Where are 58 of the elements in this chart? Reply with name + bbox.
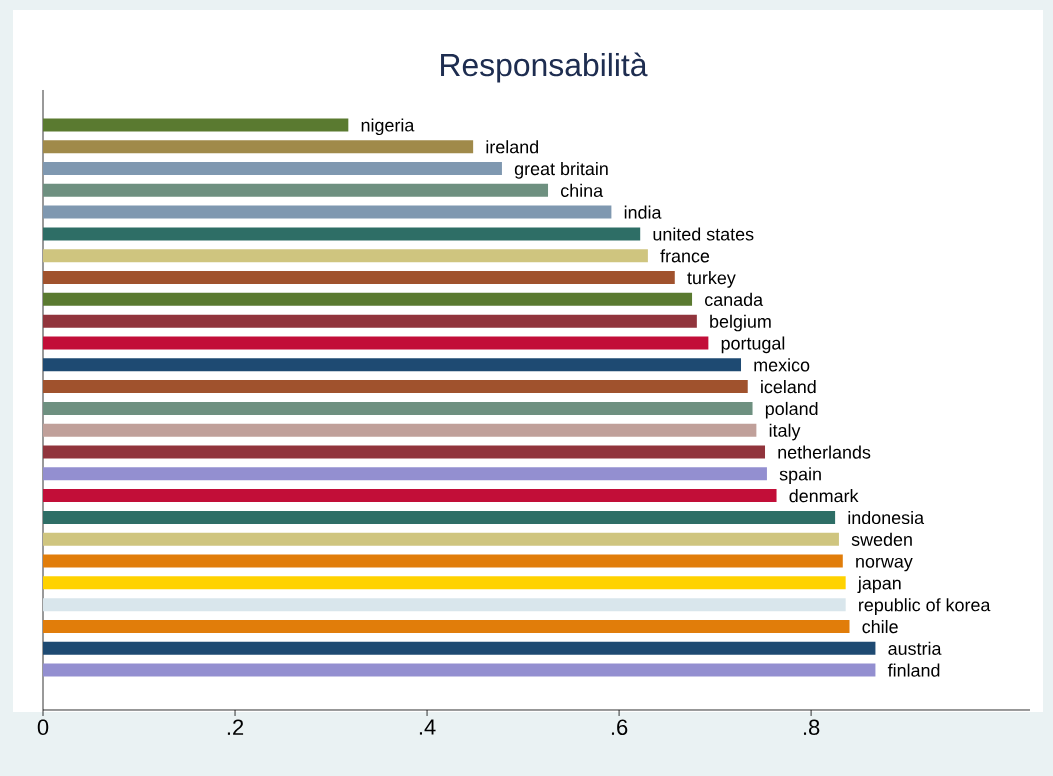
y-tick-label: chile [862, 619, 898, 634]
bar [43, 358, 742, 372]
bar [43, 663, 876, 677]
y-tick-label: indonesia [848, 510, 925, 525]
y-tick-label: iceland [761, 380, 816, 394]
bar [43, 118, 349, 132]
y-tick-label: republic of korea [859, 598, 991, 615]
y-tick-label: netherlands [778, 445, 871, 459]
y-tick-label: china [561, 183, 604, 197]
bar [43, 619, 850, 633]
chart-title: Responsabilità [441, 52, 648, 83]
y-tick-label: denmark [789, 489, 859, 503]
bar [43, 249, 648, 263]
y-tick-label: japan [857, 576, 901, 594]
y-tick-label: sweden [851, 532, 912, 546]
y-tick-label: spain [779, 467, 821, 485]
y-tick-label: italy [769, 423, 801, 441]
bar [43, 292, 693, 306]
bar [43, 423, 757, 437]
y-tick-label: mexico [754, 358, 810, 372]
bar [43, 401, 753, 415]
bar [43, 271, 675, 285]
y-tick-label: turkey [687, 271, 736, 288]
x-tick-label: .6 [611, 719, 628, 736]
y-tick-label: canada [705, 292, 764, 307]
bar [43, 641, 876, 655]
bar [43, 532, 839, 546]
bar [43, 489, 777, 503]
x-tick-label: .4 [419, 719, 436, 735]
y-tick-label: india [624, 205, 662, 219]
bar [43, 576, 846, 590]
bar [43, 445, 766, 459]
y-tick-label: nigeria [361, 118, 415, 136]
bar [43, 183, 549, 197]
bar [43, 467, 767, 481]
y-tick-label: portugal [721, 336, 785, 354]
x-tick-label: 0 [37, 719, 49, 736]
y-tick-label: austria [888, 641, 942, 655]
y-tick-label: united states [653, 227, 754, 241]
bar [43, 161, 502, 175]
bar [43, 598, 846, 612]
bar [43, 314, 697, 328]
x-tick-label: .2 [227, 719, 244, 735]
y-tick-label: france [660, 249, 710, 263]
bar [43, 380, 748, 394]
y-tick-label: poland [765, 401, 818, 419]
bar [43, 227, 641, 241]
y-tick-label: ireland [486, 140, 538, 154]
bar [43, 554, 843, 568]
y-tick-label: belgium [710, 314, 771, 332]
y-tick-label: finland [887, 663, 940, 677]
bar [43, 205, 612, 219]
y-tick-label: norway [856, 557, 913, 572]
bar [43, 510, 836, 524]
y-tick-label: great britain [514, 162, 608, 179]
bar [43, 140, 474, 154]
x-tick-label: .8 [803, 719, 820, 736]
bar [43, 336, 709, 350]
